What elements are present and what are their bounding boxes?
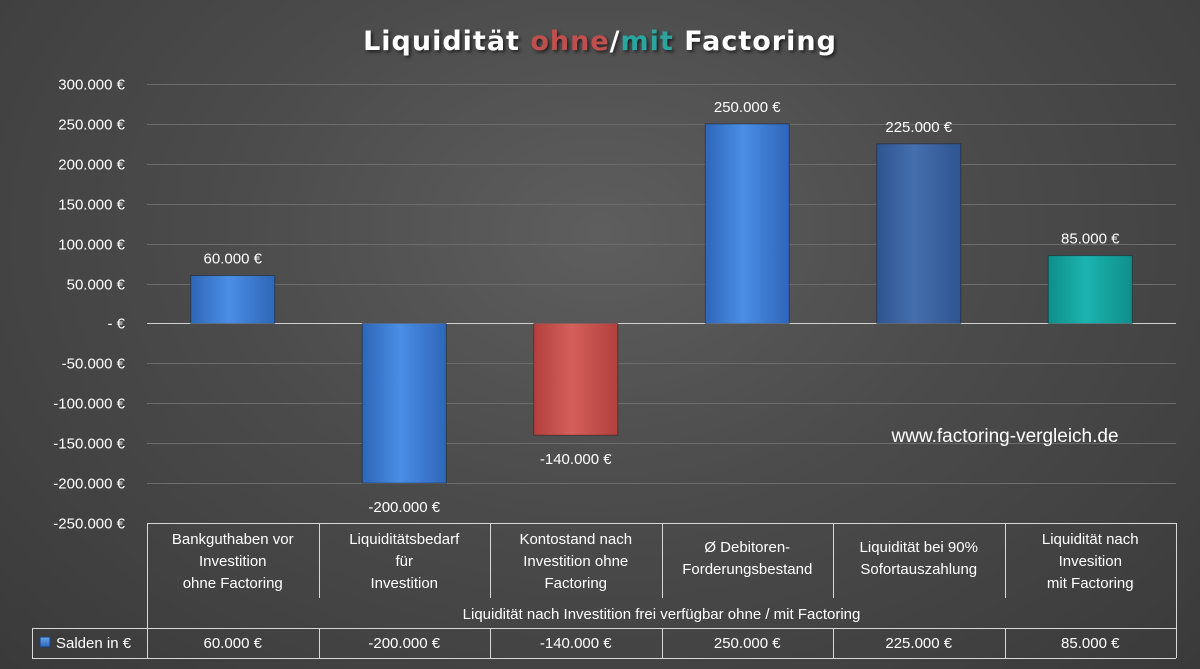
y-tick-label: - € — [107, 316, 125, 333]
y-tick-label: -50.000 € — [62, 356, 126, 373]
category-label: Kontostand nach — [519, 531, 632, 548]
title-part-liquiditaet: Liquidität — [363, 26, 531, 57]
category-label: Factoring — [544, 575, 607, 592]
category-label: ohne Factoring — [183, 575, 283, 592]
category-label: Investition — [199, 553, 267, 570]
bar — [533, 322, 619, 436]
category-label: Bankguthaben vor — [172, 531, 294, 548]
bar-value-label: 225.000 € — [885, 119, 952, 136]
y-tick-label: -200.000 € — [53, 476, 125, 493]
table-value: 225.000 € — [885, 635, 952, 652]
title-part-ohne: ohne — [530, 26, 610, 57]
table-value: 60.000 € — [204, 635, 263, 652]
data-labels: 60.000 € -200.000 € -140.000 € 250.000 € 225… — [204, 99, 1121, 516]
chart-title: Liquidität ohne/mit Factoring — [0, 26, 1200, 57]
title-part-mit: mit — [620, 26, 674, 57]
data-table: Bankguthaben vor Investition ohne Factorin… — [32, 523, 1177, 659]
category-label: für — [395, 553, 413, 570]
category-label: Sofortauszahlung — [860, 561, 977, 578]
bar — [190, 275, 276, 324]
y-tick-label: 200.000 € — [58, 157, 125, 174]
series-name-label: Salden in € — [56, 635, 132, 652]
category-group-label: Liquidität nach Investition frei verfügb… — [463, 606, 861, 623]
category-label: Liquidität bei 90% — [860, 539, 978, 556]
bar-value-label: 250.000 € — [714, 99, 781, 116]
y-tick-label: 300.000 € — [58, 77, 125, 94]
legend-key — [39, 636, 51, 648]
y-tick-label: -100.000 € — [53, 396, 125, 413]
category-label: Forderungsbestand — [682, 561, 812, 578]
category-label: Invesition — [1059, 553, 1122, 570]
bar-value-label: 60.000 € — [204, 251, 263, 268]
bar — [876, 143, 962, 324]
bar — [361, 322, 447, 484]
table-value: -140.000 € — [540, 635, 612, 652]
table-value: 250.000 € — [714, 635, 781, 652]
title-part-slash: / — [609, 26, 621, 57]
category-label: Investition — [370, 575, 438, 592]
bar-value-label: -200.000 € — [368, 499, 440, 516]
bars — [190, 123, 1133, 484]
table-value: 85.000 € — [1061, 635, 1120, 652]
category-label: Liquidität nach — [1042, 531, 1139, 548]
bar-value-label: 85.000 € — [1061, 231, 1120, 248]
title-part-factoring: Factoring — [673, 26, 837, 57]
watermark-text: www.factoring-vergleich.de — [890, 426, 1118, 447]
y-tick-label: 100.000 € — [58, 237, 125, 254]
category-label: Investition ohne — [523, 553, 628, 570]
table-value: -200.000 € — [368, 635, 440, 652]
bar-value-label: -140.000 € — [540, 451, 612, 468]
category-label: Liquiditätsbedarf — [349, 531, 460, 548]
category-label: Ø Debitoren- — [704, 539, 790, 556]
gridlines — [147, 84, 1176, 484]
bar — [1047, 255, 1133, 324]
y-tick-label: -150.000 € — [53, 436, 125, 453]
category-label: mit Factoring — [1047, 575, 1134, 592]
y-axis-ticks: 300.000 € 250.000 € 200.000 € 150.000 € 100.… — [53, 77, 125, 533]
y-tick-label: -250.000 € — [53, 516, 125, 533]
y-tick-label: 250.000 € — [58, 117, 125, 134]
bar — [704, 123, 790, 324]
y-tick-label: 150.000 € — [58, 197, 125, 214]
y-tick-label: 50.000 € — [67, 277, 126, 294]
